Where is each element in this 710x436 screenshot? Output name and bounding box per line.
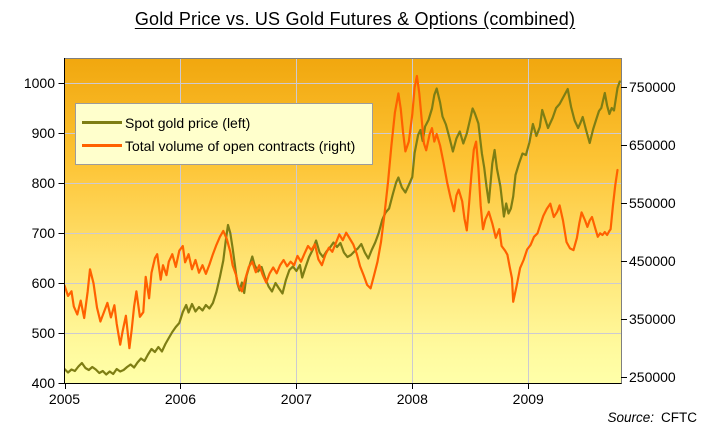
legend-item-open-contracts: Total volume of open contracts (right) xyxy=(76,138,372,154)
left-axis-tick-label: 600 xyxy=(31,275,55,291)
source-prefix: Source: xyxy=(607,410,654,425)
legend-item-spot-gold: Spot gold price (left) xyxy=(76,115,372,131)
left-axis-tick-label: 800 xyxy=(31,175,55,191)
x-axis-tick-label: 2009 xyxy=(512,391,544,407)
right-axis-tick-label: 650000 xyxy=(629,137,676,154)
legend-label-spot-gold: Spot gold price (left) xyxy=(125,114,251,131)
right-axis-tick-label: 550000 xyxy=(629,195,676,212)
x-axis-tick-label: 2008 xyxy=(396,391,428,407)
left-axis-tick-label: 700 xyxy=(31,225,55,241)
legend-line-sample-spot-gold xyxy=(82,121,122,124)
source-note: Source: CFTC xyxy=(607,410,697,425)
legend-line-sample-open-contracts xyxy=(82,144,122,147)
chart-title: Gold Price vs. US Gold Futures & Options… xyxy=(134,9,576,29)
right-axis-tick-label: 350000 xyxy=(629,311,676,328)
left-axis-tick-label: 1000 xyxy=(23,75,55,91)
series-line-open-contracts xyxy=(64,74,619,350)
x-axis-tick-label: 2007 xyxy=(280,391,312,407)
series-line-spot-gold xyxy=(64,80,621,376)
legend: Spot gold price (left) Total volume of o… xyxy=(75,103,373,165)
right-axis-tick-label: 450000 xyxy=(629,253,676,270)
left-axis-tick-label: 500 xyxy=(31,325,55,341)
x-axis-tick-label: 2005 xyxy=(48,391,81,407)
left-axis-tick-label: 400 xyxy=(31,375,55,391)
source-value: CFTC xyxy=(661,410,697,425)
left-axis-tick-label: 900 xyxy=(31,125,55,141)
right-axis-tick-label: 750000 xyxy=(629,79,676,96)
axes xyxy=(58,58,627,389)
right-axis-tick-label: 250000 xyxy=(629,369,676,386)
legend-label-open-contracts: Total volume of open contracts (right) xyxy=(125,137,356,154)
x-axis-tick-label: 2006 xyxy=(164,391,197,407)
